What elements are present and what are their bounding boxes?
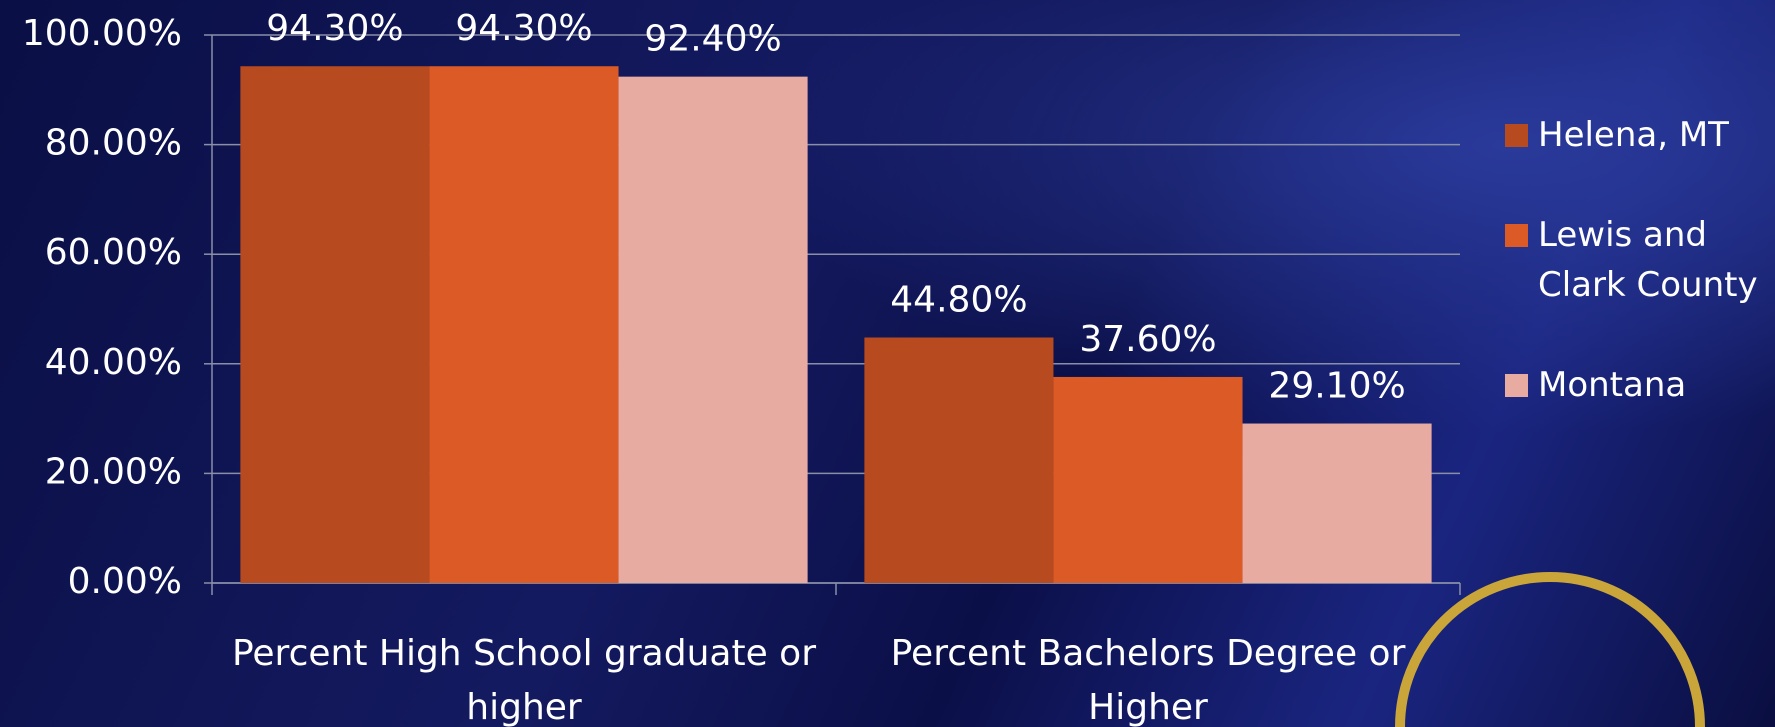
legend-swatch — [1505, 374, 1528, 397]
legend-swatch — [1505, 124, 1528, 147]
y-tick-label: 40.00% — [45, 342, 182, 383]
legend-label: Lewis and Clark County — [1538, 210, 1775, 310]
bar — [240, 66, 429, 583]
y-tick-label: 60.00% — [45, 232, 182, 273]
y-tick-label: 0.00% — [68, 561, 182, 602]
legend-swatch — [1505, 224, 1528, 247]
legend-label: Montana — [1538, 360, 1686, 410]
slide: 0.00% 20.00% 40.00% 60.00% 80.00% 100.00% 94.3… — [0, 0, 1775, 727]
bar — [1053, 377, 1242, 583]
y-tick-label: 80.00% — [45, 123, 182, 164]
data-label: 44.80% — [890, 279, 1027, 320]
bar — [429, 66, 618, 583]
data-label: 29.10% — [1268, 366, 1405, 407]
data-label: 37.60% — [1079, 319, 1216, 360]
data-label: 94.30% — [266, 8, 403, 49]
y-tick-label: 100.00% — [22, 13, 182, 54]
legend-label: Helena, MT — [1538, 110, 1729, 160]
legend-item: Helena, MT — [1505, 110, 1775, 160]
legend-item: Lewis and Clark County — [1505, 210, 1775, 310]
legend-item: Montana — [1505, 360, 1775, 410]
legend: Helena, MT Lewis and Clark County Montana — [1505, 110, 1775, 460]
data-label: 92.40% — [644, 19, 781, 60]
bar — [619, 77, 808, 583]
bar — [864, 337, 1053, 583]
y-tick-label: 20.00% — [45, 451, 182, 492]
x-tick-label: Percent Bachelors Degree or Higher — [846, 627, 1450, 727]
x-tick-label: Percent High School graduate or higher — [222, 627, 826, 727]
data-label: 94.30% — [455, 8, 592, 49]
bar — [1243, 424, 1432, 583]
